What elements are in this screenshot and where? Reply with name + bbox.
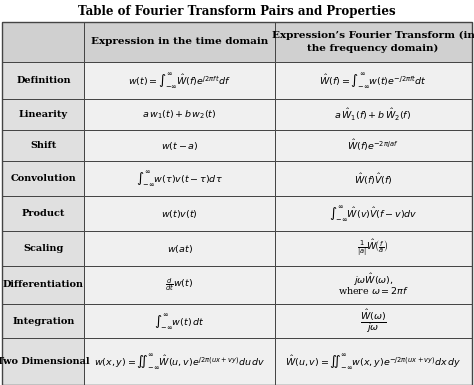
Bar	[274, 161, 472, 196]
Bar	[84, 266, 274, 304]
Text: Linearity: Linearity	[19, 110, 68, 119]
Bar	[2, 62, 84, 99]
Text: $\hat{W}(f) = \int_{-\infty}^{\infty} w(t)e^{-j2\pi ft}dt$: $\hat{W}(f) = \int_{-\infty}^{\infty} w(…	[319, 71, 427, 90]
Text: $w(x,y) = \iint_{-\infty}^{\infty} \hat{W}(u,v)e^{j2\pi(ux+vy)}du\,dv$: $w(x,y) = \iint_{-\infty}^{\infty} \hat{…	[94, 352, 265, 371]
Text: Scaling: Scaling	[23, 244, 64, 253]
Bar	[84, 130, 274, 161]
Text: $\frac{d}{dt}w(t)$: $\frac{d}{dt}w(t)$	[165, 276, 193, 293]
Bar	[84, 231, 274, 266]
Text: $w(t)v(t)$: $w(t)v(t)$	[161, 208, 198, 220]
Text: where $\omega = 2\pi f$: where $\omega = 2\pi f$	[337, 285, 409, 296]
Bar	[2, 304, 84, 338]
Text: $\frac{1}{|a|}\hat{W}\!\left(\frac{f}{a}\right)$: $\frac{1}{|a|}\hat{W}\!\left(\frac{f}{a}…	[357, 238, 389, 259]
Bar	[84, 161, 274, 196]
Text: Two Dimensional: Two Dimensional	[0, 357, 90, 366]
Bar	[2, 338, 84, 385]
Text: $a\, w_1(t) + b\, w_2(t)$: $a\, w_1(t) + b\, w_2(t)$	[142, 108, 217, 121]
Text: $\hat{W}(u,v) = \iint_{-\infty}^{\infty} w(x,y)e^{-j2\pi(ux+vy)}dx\,dy$: $\hat{W}(u,v) = \iint_{-\infty}^{\infty}…	[285, 352, 461, 371]
Text: Expression’s Fourier Transform (in: Expression’s Fourier Transform (in	[272, 30, 474, 40]
Bar	[274, 130, 472, 161]
Bar	[84, 338, 274, 385]
Text: the frequency domain): the frequency domain)	[308, 44, 439, 54]
Bar	[2, 231, 84, 266]
Bar	[2, 130, 84, 161]
Bar	[2, 22, 84, 62]
Text: $\int_{-\infty}^{\infty} w(\tau)v(t-\tau)d\tau$: $\int_{-\infty}^{\infty} w(\tau)v(t-\tau…	[136, 169, 223, 188]
Bar	[2, 196, 84, 231]
Text: $w(at)$: $w(at)$	[166, 243, 192, 254]
Text: $\int_{-\infty}^{\infty} \hat{W}(v)\hat{V}(f-v)dv$: $\int_{-\infty}^{\infty} \hat{W}(v)\hat{…	[329, 204, 418, 223]
Text: Table of Fourier Transform Pairs and Properties: Table of Fourier Transform Pairs and Pro…	[78, 5, 396, 18]
Bar	[274, 266, 472, 304]
Text: $a\, \hat{W}_1(f) + b\, \hat{W}_2(f)$: $a\, \hat{W}_1(f) + b\, \hat{W}_2(f)$	[335, 106, 412, 122]
Text: Definition: Definition	[16, 76, 71, 85]
Text: Integration: Integration	[12, 317, 74, 326]
Text: Product: Product	[22, 209, 65, 218]
Bar	[274, 99, 472, 130]
Bar	[84, 22, 274, 62]
Text: $w(t - a)$: $w(t - a)$	[161, 140, 198, 152]
Text: $\dfrac{\hat{W}(\omega)}{j\omega}$: $\dfrac{\hat{W}(\omega)}{j\omega}$	[360, 308, 386, 335]
Bar	[274, 338, 472, 385]
Bar	[84, 304, 274, 338]
Text: $\int_{-\infty}^{\infty} w(t)\,dt$: $\int_{-\infty}^{\infty} w(t)\,dt$	[155, 312, 205, 331]
Bar	[274, 304, 472, 338]
Text: Differentiation: Differentiation	[3, 280, 84, 290]
Bar	[84, 62, 274, 99]
Bar	[2, 266, 84, 304]
Bar	[274, 231, 472, 266]
Text: Expression in the time domain: Expression in the time domain	[91, 37, 268, 47]
Bar	[84, 99, 274, 130]
Bar	[2, 99, 84, 130]
Bar	[274, 196, 472, 231]
Text: $j\omega\hat{W}(\omega),$: $j\omega\hat{W}(\omega),$	[353, 271, 393, 288]
Bar	[274, 62, 472, 99]
Text: $w(t) = \int_{-\infty}^{\infty} \hat{W}(f)e^{j2\pi ft}df$: $w(t) = \int_{-\infty}^{\infty} \hat{W}(…	[128, 71, 231, 90]
Bar	[274, 22, 472, 62]
Bar	[84, 196, 274, 231]
Text: $\hat{W}(f)\hat{V}(f)$: $\hat{W}(f)\hat{V}(f)$	[354, 171, 392, 187]
Text: $\hat{W}(f)e^{-2\pi jaf}$: $\hat{W}(f)e^{-2\pi jaf}$	[347, 138, 399, 154]
Text: Shift: Shift	[30, 141, 56, 150]
Text: Convolution: Convolution	[10, 174, 76, 183]
Bar	[2, 161, 84, 196]
